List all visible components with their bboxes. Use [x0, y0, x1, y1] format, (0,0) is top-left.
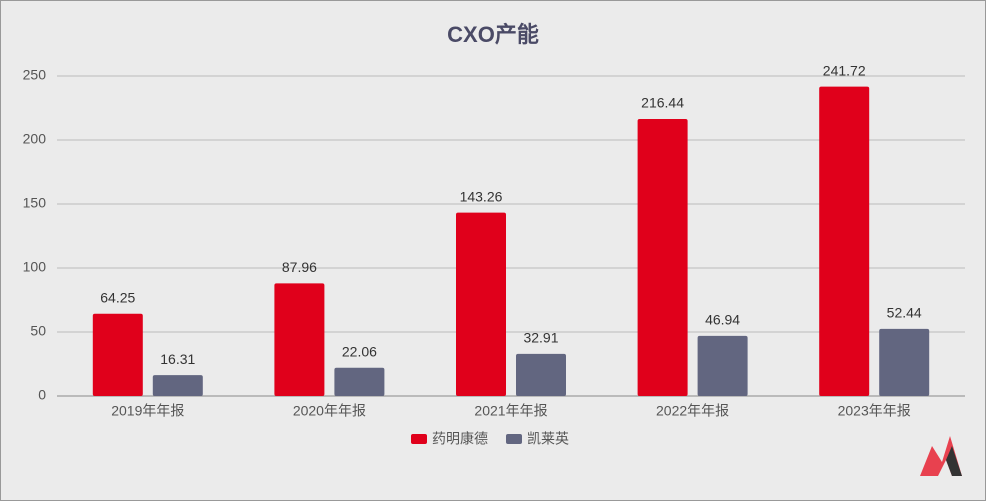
- y-tick-label: 150: [23, 195, 47, 211]
- data-label: 64.25: [100, 289, 135, 305]
- bar: [879, 328, 930, 396]
- data-label: 52.44: [887, 305, 922, 321]
- bar: [334, 367, 385, 396]
- x-tick-label: 2023年年报: [838, 403, 911, 419]
- legend-swatch: [506, 434, 522, 444]
- legend-label: 凯莱英: [527, 431, 569, 447]
- bar: [697, 335, 748, 396]
- y-tick-label: 0: [38, 387, 46, 403]
- y-tick-label: 50: [30, 323, 46, 339]
- x-tick-label: 2019年年报: [111, 403, 184, 419]
- y-tick-label: 100: [23, 259, 47, 275]
- data-label: 216.44: [641, 95, 684, 111]
- bar: [637, 118, 688, 397]
- data-label: 241.72: [823, 62, 866, 78]
- x-tick-label: 2020年年报: [293, 403, 366, 419]
- data-label: 32.91: [523, 330, 558, 346]
- logo: [920, 436, 962, 476]
- legend-label: 药明康德: [432, 431, 488, 447]
- data-label: 22.06: [342, 343, 377, 359]
- data-label: 46.94: [705, 312, 740, 328]
- bar: [516, 353, 566, 396]
- bar: [274, 283, 325, 396]
- bar: [152, 375, 203, 396]
- legend-swatch: [411, 434, 427, 444]
- chart-title: CXO产能: [447, 22, 539, 47]
- x-tick-label: 2022年年报: [656, 403, 729, 419]
- x-tick-label: 2021年年报: [474, 403, 547, 419]
- y-tick-label: 200: [23, 131, 47, 147]
- y-tick-label: 250: [23, 67, 47, 83]
- bar: [819, 86, 870, 397]
- data-label: 87.96: [282, 259, 317, 275]
- bar: [456, 212, 506, 396]
- data-label: 143.26: [460, 188, 503, 204]
- bar: [92, 313, 143, 396]
- data-label: 16.31: [160, 351, 195, 367]
